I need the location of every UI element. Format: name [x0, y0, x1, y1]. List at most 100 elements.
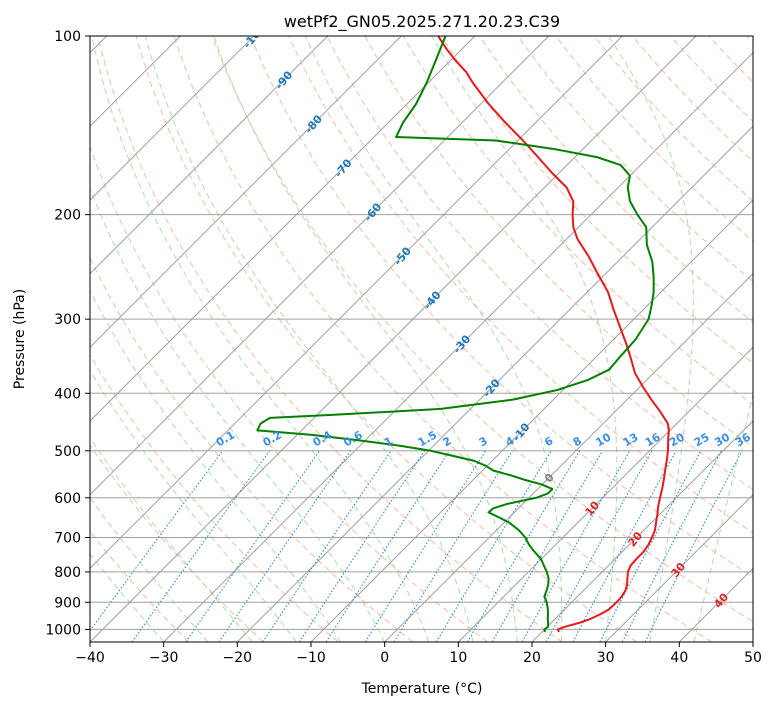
- temperature-profile-line: [437, 36, 670, 633]
- mixing-ratio-label: 1: [382, 434, 395, 449]
- y-tick-label: 500: [54, 444, 81, 460]
- dry-adiabat-line: [90, 530, 190, 642]
- dry-adiabat-line: [631, 36, 753, 162]
- mixing-ratio-label: 0.1: [214, 428, 237, 449]
- y-tick-label: 300: [54, 312, 81, 328]
- x-axis-label: Temperature (°C): [361, 681, 483, 697]
- isotherm-line: [90, 36, 329, 275]
- mixing-ratio-line: [491, 450, 603, 642]
- mixing-ratio-line: [218, 450, 351, 642]
- mixing-ratio-label: 6: [542, 434, 555, 449]
- moist-adiabat-line: [90, 553, 165, 642]
- moist-adiabat-line: [90, 436, 253, 642]
- mixing-ratio-line: [521, 450, 631, 642]
- x-tick-label: 30: [597, 650, 615, 666]
- x-tick-label: 50: [744, 650, 762, 666]
- mixing-ratio-line: [90, 450, 224, 632]
- mixing-ratio-line: [545, 450, 653, 642]
- mixing-ratio-line: [298, 450, 426, 642]
- dry-adiabat-line: [670, 36, 753, 123]
- x-tick-label: −30: [149, 650, 179, 666]
- moist-adiabat-line: [90, 187, 386, 642]
- mixing-ratio-line: [435, 450, 552, 642]
- isotherm-line: [678, 567, 753, 642]
- isotherm-line: [531, 420, 753, 642]
- isotherm-line: [90, 36, 697, 642]
- x-tick-label: 10: [449, 650, 467, 666]
- dry-adiabat-line: [479, 36, 753, 323]
- y-tick-label: 600: [54, 491, 81, 507]
- axes: −40 −30 −20 −10 0 10 20 30 40 5010020030040050060…: [45, 29, 762, 666]
- y-tick-label: 200: [54, 208, 81, 224]
- isotherm-line: [605, 493, 753, 642]
- mixing-ratio-label: 13: [621, 430, 641, 449]
- mixing-ratio-label: 36: [733, 430, 753, 449]
- moist-adiabat-line: [431, 36, 618, 642]
- isotherm-line: [90, 36, 550, 496]
- mixing-ratio-label: 30: [712, 430, 732, 449]
- moist-adiabat-line: [608, 36, 694, 642]
- isotherm-line: [457, 346, 753, 642]
- dry-adiabat-line: [173, 36, 712, 642]
- moist-adiabat-line: [90, 289, 341, 642]
- x-tick-label: −40: [75, 650, 105, 666]
- y-tick-label: 400: [54, 386, 81, 402]
- chart-title: wetPf2_GN05.2025.271.20.23.C39: [284, 12, 560, 32]
- y-tick-label: 1000: [45, 622, 81, 638]
- mixing-ratio-line: [185, 450, 321, 642]
- moist-adiabat-line: [90, 369, 297, 642]
- y-axis-label: Pressure (hPa): [12, 289, 28, 389]
- mixing-ratio-line: [644, 450, 743, 642]
- mixing-ratio-line: [572, 450, 677, 642]
- mixing-ratio-label: 1.5: [416, 428, 439, 449]
- dry-adiabat-line: [402, 36, 753, 406]
- x-tick-label: −10: [296, 650, 326, 666]
- dry-adiabat-line: [326, 36, 753, 491]
- mixing-ratio-line: [393, 450, 513, 642]
- moist-adiabat-line: [304, 36, 563, 642]
- mixing-ratio-label: 16: [643, 430, 663, 449]
- isotherm-line: [236, 125, 753, 642]
- mixing-ratio-line: [621, 450, 722, 642]
- profile-lines: [256, 36, 670, 633]
- isotherm-line: [90, 36, 476, 422]
- x-tick-label: 20: [523, 650, 541, 666]
- x-tick-label: 0: [380, 650, 389, 666]
- dry-adiabat-line: [90, 444, 264, 642]
- isotherm-line: [90, 36, 255, 201]
- dewpoint-profile-line: [256, 36, 655, 633]
- isotherm-line: [90, 36, 623, 570]
- isotherm-line: [310, 199, 753, 642]
- mixing-ratio-line: [364, 450, 487, 642]
- x-tick-label: 40: [670, 650, 688, 666]
- mixing-ratio-label: 20: [667, 430, 687, 449]
- plot-frame: [89, 35, 754, 643]
- x-tick-label: −20: [223, 650, 253, 666]
- isotherm-line: [90, 36, 402, 349]
- background-grid: [90, 36, 753, 642]
- dry-adiabat-line: [593, 36, 753, 202]
- dry-adiabat-line: [440, 36, 753, 364]
- mixing-ratio-label: 25: [692, 430, 712, 449]
- y-tick-label: 800: [54, 565, 81, 581]
- mixing-ratio-label: 8: [571, 434, 584, 449]
- dry-adiabat-line: [746, 36, 753, 44]
- mixing-ratio-label: 2: [441, 434, 454, 449]
- dry-adiabat-line: [90, 256, 414, 642]
- mixing-ratio-line: [325, 450, 451, 642]
- moist-adiabat-line: [213, 36, 518, 642]
- dry-adiabat-line: [211, 36, 753, 623]
- mixing-ratio-line: [131, 450, 271, 642]
- moist-adiabat-line: [144, 36, 474, 642]
- dry-adiabat-line: [364, 36, 753, 448]
- moist-adiabat-line: [90, 497, 209, 642]
- moist-adiabat-line: [91, 36, 430, 642]
- dry-adiabat-line: [288, 36, 753, 534]
- isotherm-line: [384, 272, 753, 642]
- isotherm-line: [163, 51, 753, 642]
- y-tick-label: 900: [54, 595, 81, 611]
- dry-adiabat-line: [90, 354, 339, 642]
- y-tick-label: 700: [54, 531, 81, 547]
- isotherm-line: [752, 641, 753, 642]
